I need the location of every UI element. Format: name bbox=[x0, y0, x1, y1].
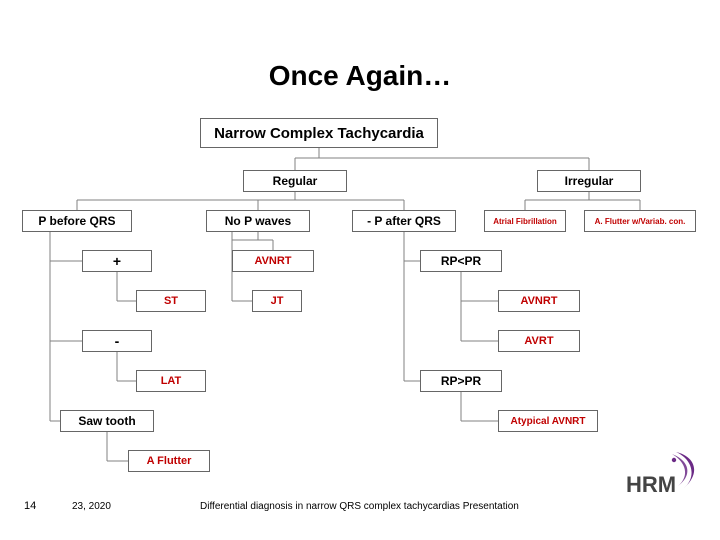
node-afib: Atrial Fibrillation bbox=[484, 210, 566, 232]
node-avnrt1: AVNRT bbox=[232, 250, 314, 272]
node-neg_p: - P after QRS bbox=[352, 210, 456, 232]
node-lat: LAT bbox=[136, 370, 206, 392]
slide-title: Once Again… bbox=[0, 60, 720, 92]
node-avrt: AVRT bbox=[498, 330, 580, 352]
footer-caption: Differential diagnosis in narrow QRS com… bbox=[200, 501, 519, 512]
node-plus: + bbox=[82, 250, 152, 272]
node-irregular: Irregular bbox=[537, 170, 641, 192]
node-narrow: Narrow Complex Tachycardia bbox=[200, 118, 438, 148]
node-regular: Regular bbox=[243, 170, 347, 192]
node-rp_gt_pr: RP>PR bbox=[420, 370, 502, 392]
hrm-logo: HRM bbox=[624, 450, 700, 505]
node-aflut_var: A. Flutter w/Variab. con. bbox=[584, 210, 696, 232]
node-atyp: Atypical AVNRT bbox=[498, 410, 598, 432]
node-jt: JT bbox=[252, 290, 302, 312]
svg-text:HRM: HRM bbox=[626, 472, 676, 497]
node-p_before: P before QRS bbox=[22, 210, 132, 232]
node-no_p: No P waves bbox=[206, 210, 310, 232]
node-st: ST bbox=[136, 290, 206, 312]
node-avnrt2: AVNRT bbox=[498, 290, 580, 312]
node-aflutter: A Flutter bbox=[128, 450, 210, 472]
node-saw: Saw tooth bbox=[60, 410, 154, 432]
slide-date: 23, 2020 bbox=[72, 501, 111, 512]
node-minus: - bbox=[82, 330, 152, 352]
slide-number: 14 bbox=[24, 500, 36, 512]
node-rp_lt_pr: RP<PR bbox=[420, 250, 502, 272]
